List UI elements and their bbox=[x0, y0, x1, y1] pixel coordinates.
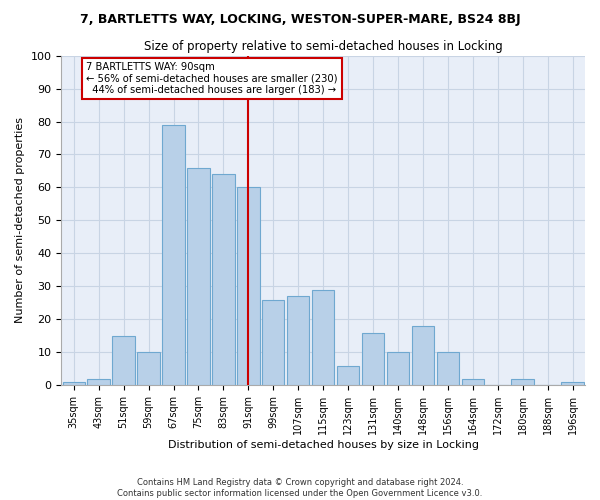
Title: Size of property relative to semi-detached houses in Locking: Size of property relative to semi-detach… bbox=[144, 40, 503, 53]
Bar bbox=[412, 326, 434, 386]
Bar bbox=[212, 174, 235, 386]
Bar bbox=[511, 379, 534, 386]
Bar bbox=[237, 188, 260, 386]
Bar bbox=[287, 296, 310, 386]
Bar bbox=[437, 352, 459, 386]
Bar bbox=[387, 352, 409, 386]
Text: 7, BARTLETTS WAY, LOCKING, WESTON-SUPER-MARE, BS24 8BJ: 7, BARTLETTS WAY, LOCKING, WESTON-SUPER-… bbox=[80, 12, 520, 26]
Bar bbox=[262, 300, 284, 386]
Text: 7 BARTLETTS WAY: 90sqm
← 56% of semi-detached houses are smaller (230)
  44% of : 7 BARTLETTS WAY: 90sqm ← 56% of semi-det… bbox=[86, 62, 338, 96]
Bar bbox=[88, 379, 110, 386]
Bar bbox=[137, 352, 160, 386]
Text: Contains HM Land Registry data © Crown copyright and database right 2024.
Contai: Contains HM Land Registry data © Crown c… bbox=[118, 478, 482, 498]
Bar bbox=[337, 366, 359, 386]
Bar bbox=[112, 336, 135, 386]
Bar bbox=[162, 125, 185, 386]
Bar bbox=[62, 382, 85, 386]
X-axis label: Distribution of semi-detached houses by size in Locking: Distribution of semi-detached houses by … bbox=[167, 440, 479, 450]
Bar bbox=[362, 332, 384, 386]
Y-axis label: Number of semi-detached properties: Number of semi-detached properties bbox=[15, 118, 25, 324]
Bar bbox=[312, 290, 334, 386]
Bar bbox=[461, 379, 484, 386]
Bar bbox=[187, 168, 209, 386]
Bar bbox=[562, 382, 584, 386]
